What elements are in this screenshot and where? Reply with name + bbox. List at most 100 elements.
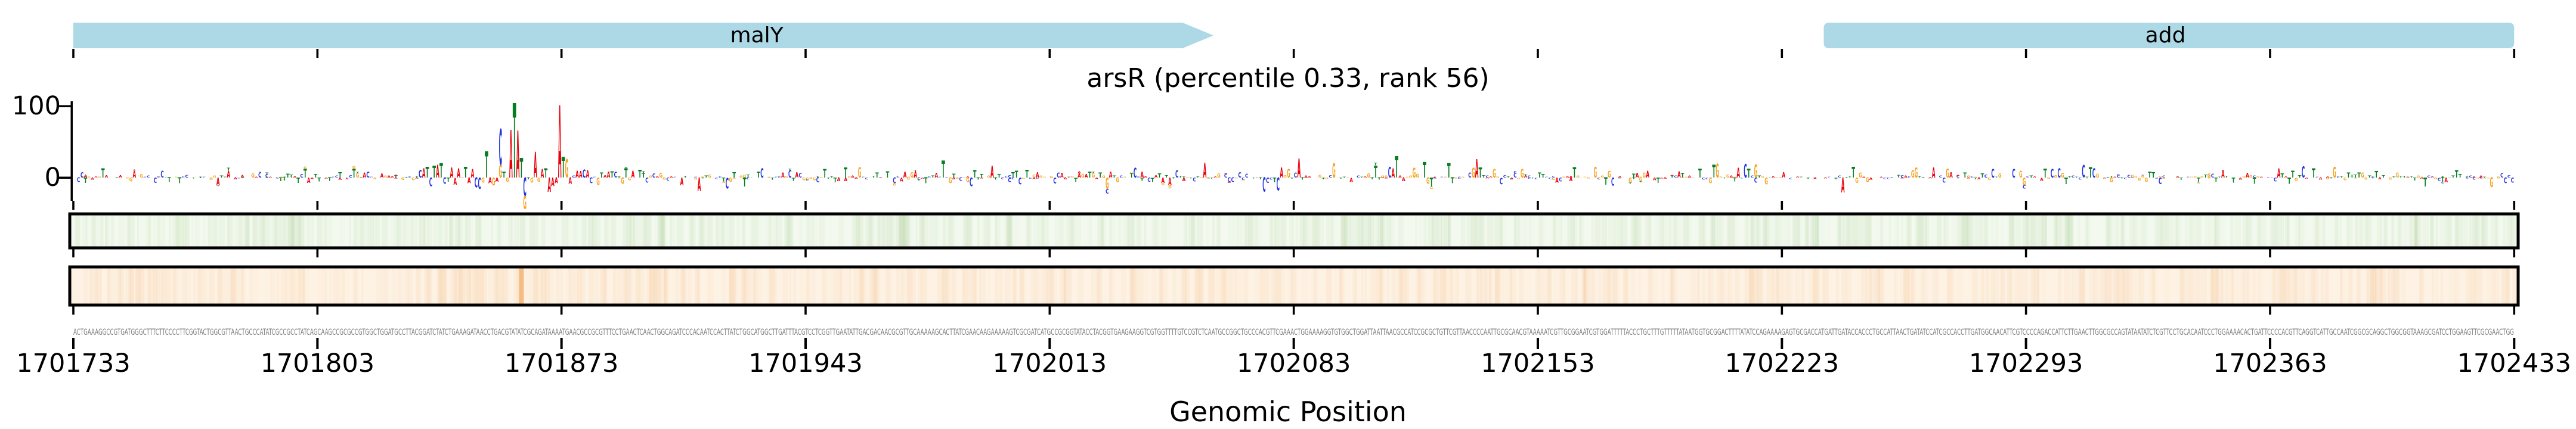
importance-track-green-texture [2360, 215, 2364, 247]
importance-track-green-texture [2140, 215, 2145, 247]
importance-track-green-texture [1634, 215, 1640, 247]
importance-track-green-texture [572, 215, 575, 247]
importance-track-green-texture [1420, 215, 1422, 247]
importance-track-green-texture [262, 215, 265, 247]
importance-track-green-texture [416, 215, 422, 247]
importance-track-green-texture [1193, 215, 1196, 247]
logo-letter-T: T [405, 178, 409, 179]
logo-letter-A: A [1736, 164, 1740, 181]
importance-track-orange-texture [658, 268, 665, 304]
logo-letter-A: A [1036, 172, 1039, 179]
logo-letter-A: A [516, 119, 520, 194]
importance-track-green-texture [498, 215, 504, 247]
logo-letter-G: G [1915, 164, 1918, 181]
importance-track-green-texture [987, 215, 992, 247]
tick-mark [1537, 249, 1539, 257]
logo-letter-C: C [1388, 164, 1391, 181]
importance-track-green-texture [967, 215, 973, 247]
importance-track-orange-texture [2512, 268, 2516, 304]
logo-letter-G: G [987, 176, 990, 179]
importance-track-green-texture [1810, 215, 1814, 247]
importance-track-green-texture [423, 215, 426, 247]
logo-letter-G: G [911, 172, 914, 180]
importance-track-orange-texture [1709, 268, 1714, 304]
importance-track-green-texture [1563, 215, 1566, 247]
importance-track-green-texture [1880, 215, 1884, 247]
importance-track-orange-texture [600, 268, 606, 304]
logo-letter-G: G [1217, 172, 1221, 179]
importance-track-orange-texture [453, 268, 457, 304]
importance-track-green-texture [2468, 215, 2472, 247]
importance-track-green-texture [1007, 215, 1012, 247]
importance-track-green-texture [588, 215, 594, 247]
logo-letter-T: T [1698, 166, 1702, 181]
logo-letter-A: A [1813, 178, 1817, 179]
importance-track-orange-texture [2324, 268, 2327, 304]
logo-letter-C: C [1943, 177, 1946, 185]
logo-letter-A: A [2284, 176, 2288, 178]
logo-letter-C: C [2315, 177, 2319, 178]
importance-track-green-texture [2481, 215, 2485, 247]
logo-letter-T: T [115, 178, 119, 179]
importance-track-green-texture [2121, 215, 2125, 247]
importance-track-orange-texture [1085, 268, 1089, 304]
importance-track-orange-texture [858, 268, 865, 304]
importance-track-green-texture [459, 215, 462, 247]
importance-track-orange-texture [228, 268, 233, 304]
importance-track-orange-texture [1581, 268, 1586, 304]
logo-letter-A: A [555, 176, 558, 185]
importance-track-green-texture [1196, 215, 1203, 247]
logo-letter-A: A [2378, 178, 2382, 180]
importance-track-orange-texture [1394, 268, 1398, 304]
logo-letter-A: A [837, 177, 841, 183]
importance-track-green-texture [1478, 215, 1484, 247]
logo-letter-C: C [332, 177, 335, 178]
importance-track-orange-texture [502, 268, 504, 304]
importance-track-orange-texture [1361, 268, 1364, 304]
importance-track-orange-texture [2079, 268, 2085, 304]
importance-track-green-texture [1852, 215, 1859, 247]
logo-letter-C: C [1744, 161, 1747, 182]
logo-letter-A: A [1304, 176, 1308, 178]
importance-track-orange-texture [1947, 268, 1952, 304]
importance-track-green-texture [1996, 215, 1998, 247]
importance-track-orange-texture [664, 268, 669, 304]
logo-letter-G: G [140, 173, 143, 179]
logo-letter-C: C [2441, 182, 2444, 184]
logo-letter-A: A [363, 172, 366, 179]
importance-track-green-texture [1005, 215, 1013, 247]
importance-track-green-texture [2055, 215, 2058, 247]
importance-track-green-texture [1367, 215, 1374, 247]
logo-letter-C: C [182, 176, 185, 178]
importance-track-green-texture [194, 215, 200, 247]
importance-track-orange-texture [1894, 268, 1896, 304]
logo-letter-T: T [1670, 175, 1674, 178]
importance-track-orange-texture [2314, 268, 2319, 304]
importance-track-orange-texture [1489, 268, 1491, 304]
importance-track-orange-texture [162, 268, 167, 304]
importance-track-orange-texture [1194, 268, 1201, 304]
importance-track-green-texture [1137, 215, 1141, 247]
importance-track-green-texture [1128, 215, 1134, 247]
logo-letter-G: G [565, 155, 569, 184]
logo-letter-A: A [1203, 158, 1207, 182]
logo-letter-A: A [568, 176, 572, 186]
logo-letter-A: A [380, 173, 384, 179]
logo-letter-G: G [401, 178, 405, 181]
tick-mark [804, 306, 807, 315]
logo-letter-A: A [1730, 176, 1733, 179]
importance-track-orange-texture [2475, 268, 2481, 304]
tick-mark [1292, 338, 1295, 349]
importance-track-green-texture [1939, 215, 1941, 247]
logo-letter-A: A [879, 178, 883, 179]
importance-track-orange-texture [107, 268, 110, 304]
logo-letter-T: T [2197, 177, 2200, 185]
importance-track-orange-texture [1182, 268, 1187, 304]
logo-letter-T: T [617, 176, 621, 178]
importance-track-green-texture [1302, 215, 1309, 247]
logo-letter-G: G [621, 176, 624, 186]
logo-letter-C: C [154, 177, 157, 185]
importance-track-orange-texture [153, 268, 158, 304]
tick-mark [72, 249, 75, 257]
importance-track-orange-texture [296, 268, 301, 304]
